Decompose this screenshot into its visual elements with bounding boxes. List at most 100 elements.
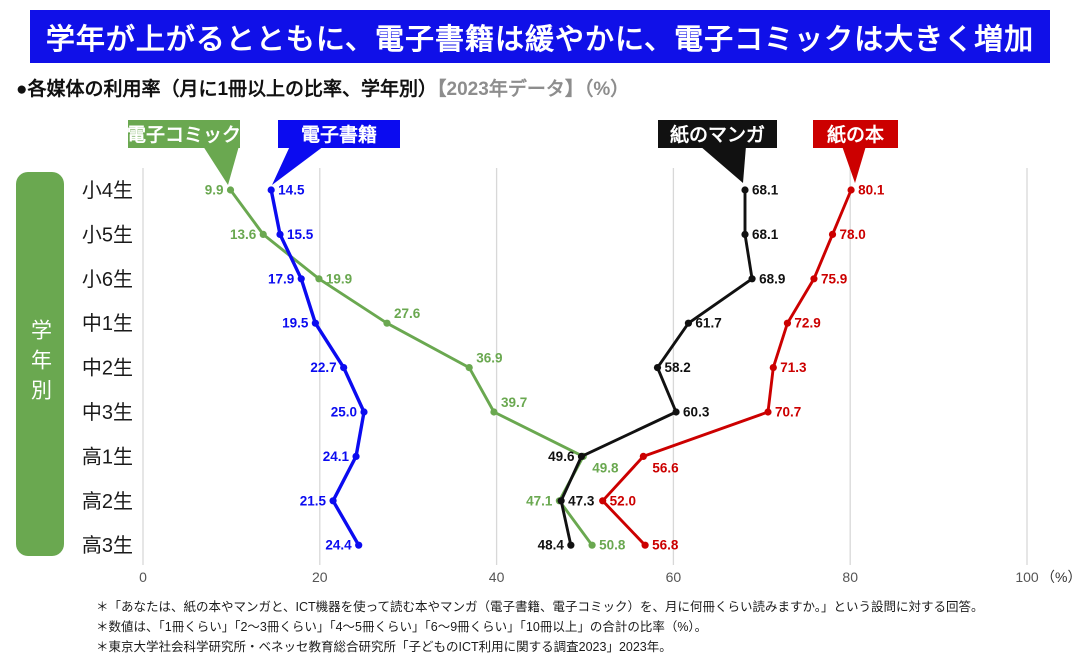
data-point <box>360 408 368 416</box>
category-label: 高1生 <box>82 445 133 468</box>
data-point <box>465 364 473 372</box>
category-label: 小5生 <box>82 223 133 246</box>
data-label: 24.4 <box>325 538 352 553</box>
data-label: 22.7 <box>310 360 336 375</box>
data-point <box>329 497 337 505</box>
data-point <box>259 230 267 238</box>
data-point <box>672 408 680 416</box>
data-point <box>653 364 662 372</box>
x-tick-label: 80 <box>842 569 858 585</box>
data-label: 56.8 <box>652 538 679 553</box>
data-label: 19.5 <box>282 316 309 331</box>
legend-label: 紙の本 <box>827 123 884 146</box>
category-label: 中2生 <box>82 357 133 380</box>
data-label: 80.1 <box>858 183 885 198</box>
category-label: 中1生 <box>82 312 133 335</box>
data-point <box>276 230 284 238</box>
x-tick-label: 40 <box>489 569 505 585</box>
data-point <box>311 319 319 327</box>
category-label: 高2生 <box>82 490 133 513</box>
data-point <box>769 364 777 372</box>
data-point <box>340 364 348 372</box>
data-point <box>783 319 792 327</box>
data-point <box>557 497 565 505</box>
chart-subtitle: ●各媒体の利用率（月に1冊以上の比率、学年別）【2023年データ】（%） <box>16 74 629 101</box>
data-point <box>641 541 649 549</box>
x-tick-label: 0 <box>139 569 147 585</box>
data-point <box>741 186 749 194</box>
data-label: 71.3 <box>780 360 807 375</box>
legend-tail <box>272 146 324 185</box>
data-label: 24.1 <box>323 449 350 464</box>
data-point <box>577 452 586 460</box>
data-label: 70.7 <box>775 405 801 420</box>
data-label: 68.9 <box>759 271 785 286</box>
data-point <box>639 452 647 460</box>
data-label: 52.0 <box>610 493 636 508</box>
data-label: 13.6 <box>230 227 257 242</box>
data-label: 78.0 <box>840 227 866 242</box>
page-title: 学年が上がるとともに、電子書籍は緩やかに、電子コミックは大きく増加 <box>30 10 1050 63</box>
data-label: 39.7 <box>501 395 527 410</box>
legend-tail <box>842 146 866 183</box>
data-label: 47.1 <box>526 493 553 508</box>
data-label: 36.9 <box>476 351 502 366</box>
data-label: 60.3 <box>683 405 710 420</box>
category-label: 小4生 <box>82 179 133 202</box>
footnotes: ＊「あなたは、紙の本やマンガと、ICT機器を使って読む本やマンガ（電子書籍、電子… <box>96 597 984 657</box>
data-point <box>567 541 575 549</box>
legend-box <box>658 120 777 148</box>
data-point <box>297 275 305 283</box>
legend-box <box>278 120 400 148</box>
data-point <box>764 408 772 416</box>
data-point <box>267 186 275 194</box>
data-point <box>383 319 391 327</box>
footnote-line: ＊数値は、「1冊くらい」「2～3冊くらい」「4～5冊くらい」「6～9冊くらい」「… <box>96 620 708 634</box>
data-label: 48.4 <box>538 538 565 553</box>
data-label: 49.8 <box>592 460 619 475</box>
x-tick-label: 20 <box>312 569 328 585</box>
data-label: 75.9 <box>821 271 847 286</box>
chart-subtitle-main: ●各媒体の利用率（月に1冊以上の比率、学年別） <box>16 79 438 100</box>
series-line-紙の本 <box>601 188 853 547</box>
data-label: 17.9 <box>268 271 294 286</box>
line-chart: 0 20 40 60 80 100 （%） 小4生小5生小6生中1生中2生中3生高1生高2生高… <box>82 120 1080 585</box>
x-tick-label: 60 <box>666 569 682 585</box>
data-label: 68.1 <box>752 227 779 242</box>
data-point <box>748 275 756 283</box>
data-label: 21.5 <box>300 493 327 508</box>
category-label: 高3生 <box>82 534 133 557</box>
data-point <box>315 275 323 283</box>
data-point <box>588 541 596 549</box>
data-label: 19.9 <box>326 271 352 286</box>
data-label: 61.7 <box>695 316 721 331</box>
category-label: 小6生 <box>82 268 133 291</box>
data-point <box>226 186 235 194</box>
legend-box <box>813 120 898 148</box>
data-label: 27.6 <box>394 306 421 321</box>
data-label: 72.9 <box>794 316 820 331</box>
data-label: 68.1 <box>752 183 779 198</box>
legend-label: 電子書籍 <box>301 123 377 146</box>
data-label: 25.0 <box>331 405 357 420</box>
data-label: 58.2 <box>664 360 690 375</box>
data-point <box>599 497 607 505</box>
legend-label: 電子コミック <box>127 124 241 146</box>
data-label: 14.5 <box>278 183 305 198</box>
data-point <box>847 186 855 194</box>
y-axis-group-label: 学年別 <box>28 319 52 409</box>
y-axis-group-box: 学年別 <box>16 172 64 556</box>
data-label: 56.6 <box>652 460 679 475</box>
data-point <box>684 319 693 327</box>
data-point <box>810 275 818 283</box>
footnote-line: ＊東京大学社会科学研究所・ベネッセ教育総合研究所「子どものICT利用に関する調査… <box>96 640 672 654</box>
x-axis-unit: （%） <box>1041 569 1080 585</box>
data-point <box>828 230 837 238</box>
chart-subtitle-note: 【2023年データ】（%） <box>437 79 630 100</box>
data-label: 49.6 <box>548 449 575 464</box>
legend-label: 紙のマンガ <box>670 123 765 146</box>
legend-tail <box>700 146 746 183</box>
legend-box <box>128 120 240 148</box>
legend-tail <box>203 146 239 185</box>
